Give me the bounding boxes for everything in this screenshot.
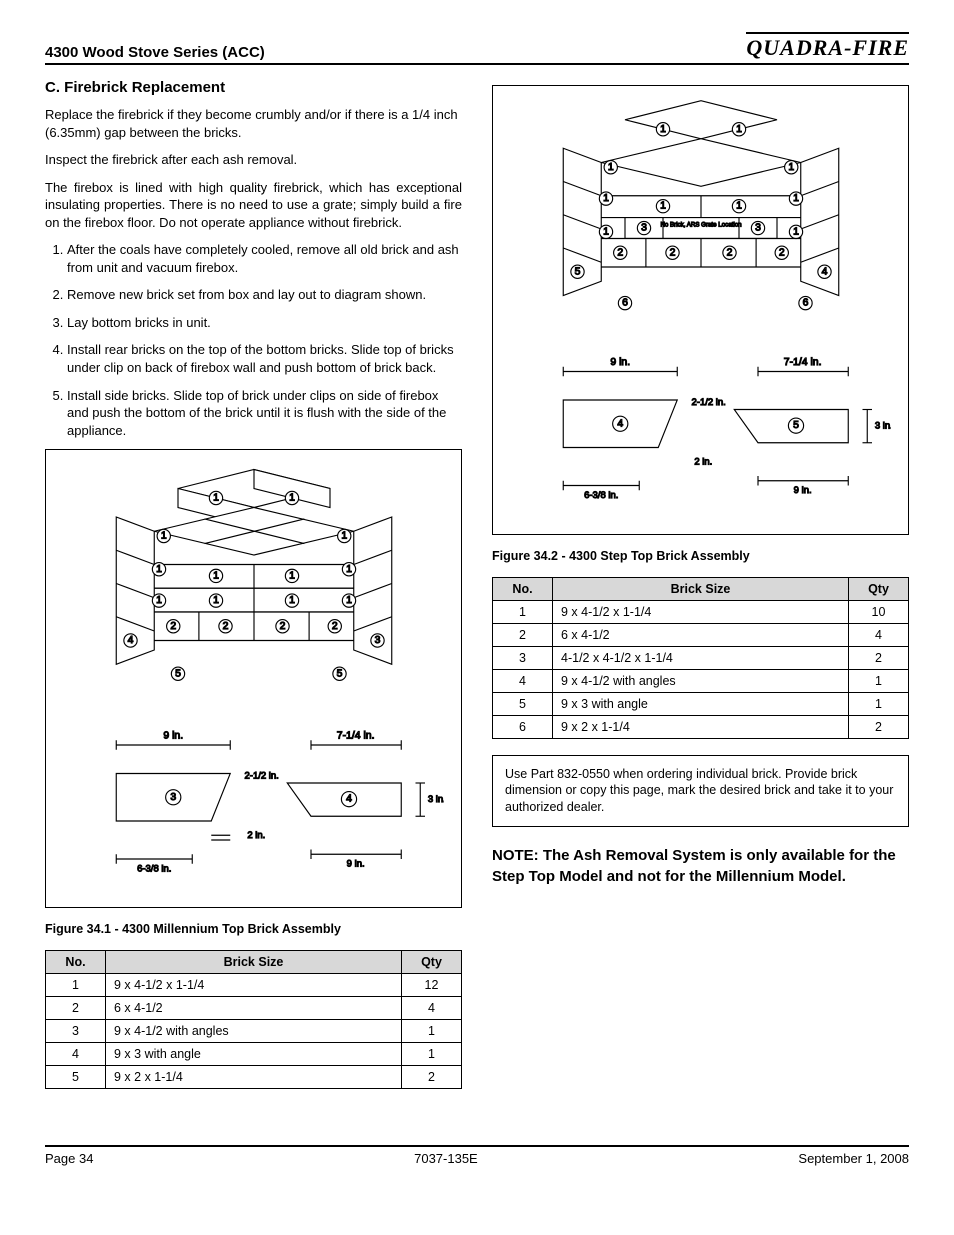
svg-text:2: 2 [617,247,623,258]
svg-text:2: 2 [669,247,675,258]
footer-doc: 7037-135E [414,1151,478,1166]
svg-text:1: 1 [603,226,609,237]
svg-text:2-1/2 in.: 2-1/2 in. [244,770,278,781]
svg-text:1: 1 [213,493,219,504]
table-row: 26 x 4-1/24 [46,997,462,1020]
step-item: After the coals have completely cooled, … [67,241,462,276]
svg-text:5: 5 [336,668,342,679]
svg-text:3 in.: 3 in. [427,794,443,805]
table-row: 26 x 4-1/24 [493,623,909,646]
svg-text:1: 1 [156,595,162,606]
svg-text:1: 1 [160,531,166,542]
svg-text:1: 1 [736,124,742,135]
svg-text:7-1/4 in.: 7-1/4 in. [336,731,374,742]
diagram-34-2: 1 1 1 1 1 1 1 1 3 No Brick, ARS Grate Lo… [511,96,891,524]
svg-text:2-1/2 in.: 2-1/2 in. [691,397,725,408]
svg-text:4: 4 [346,794,352,805]
table-row: 59 x 3 with angle1 [493,692,909,715]
svg-text:1: 1 [793,226,799,237]
svg-text:1: 1 [341,531,347,542]
svg-text:4: 4 [617,418,623,429]
svg-text:4: 4 [127,635,133,646]
footer-page: Page 34 [45,1151,93,1166]
svg-text:1: 1 [289,595,295,606]
steps-list: After the coals have completely cooled, … [45,241,462,439]
svg-text:6-3/8 in.: 6-3/8 in. [137,864,171,875]
table-row: 59 x 2 x 1-1/42 [46,1066,462,1089]
svg-text:5: 5 [175,668,181,679]
table-row: 34-1/2 x 4-1/2 x 1-1/42 [493,646,909,669]
svg-text:9 in.: 9 in. [793,485,811,496]
svg-text:2: 2 [331,621,337,632]
svg-text:6: 6 [622,298,628,309]
doc-title: 4300 Wood Stove Series (ACC) [45,44,265,61]
diagram-34-1: 1 1 1 1 1 1 1 1 1 1 1 1 4 2 2 [64,460,444,897]
table-row: 39 x 4-1/2 with angles1 [46,1020,462,1043]
svg-text:5: 5 [793,420,799,431]
para-2: Inspect the firebrick after each ash rem… [45,151,462,169]
step-item: Lay bottom bricks in unit. [67,314,462,332]
svg-text:1: 1 [788,162,794,173]
svg-text:1: 1 [793,193,799,204]
svg-text:3: 3 [170,792,176,803]
svg-text:5: 5 [574,266,580,277]
table-row: 19 x 4-1/2 x 1-1/412 [46,974,462,997]
part-note: Use Part 832-0550 when ordering individu… [492,755,909,828]
step-item: Remove new brick set from box and lay ou… [67,286,462,304]
figure-34-2-caption: Figure 34.2 - 4300 Step Top Brick Assemb… [492,549,909,563]
svg-text:6-3/8 in.: 6-3/8 in. [584,490,618,501]
svg-text:2: 2 [279,621,285,632]
svg-text:1: 1 [213,595,219,606]
svg-text:2: 2 [778,247,784,258]
para-1: Replace the firebrick if they become cru… [45,106,462,141]
svg-text:1: 1 [289,571,295,582]
svg-text:2 in.: 2 in. [694,457,712,468]
ash-removal-note: NOTE: The Ash Removal System is only ava… [492,845,909,887]
svg-text:1: 1 [156,564,162,575]
svg-text:3 in.: 3 in. [874,421,890,432]
svg-text:4: 4 [821,266,827,277]
table-34-1: No. Brick Size Qty 19 x 4-1/2 x 1-1/4122… [45,950,462,1089]
svg-text:2: 2 [222,621,228,632]
section-heading: C. Firebrick Replacement [45,79,462,96]
table-row: 69 x 2 x 1-1/42 [493,715,909,738]
svg-text:7-1/4 in.: 7-1/4 in. [783,357,821,368]
svg-text:3: 3 [641,223,647,234]
svg-text:No Brick, ARS Grate Location: No Brick, ARS Grate Location [660,222,742,229]
para-3: The firebox is lined with high quality f… [45,179,462,232]
step-item: Install rear bricks on the top of the bo… [67,341,462,376]
svg-text:3: 3 [755,223,761,234]
figure-34-2: 1 1 1 1 1 1 1 1 3 No Brick, ARS Grate Lo… [492,85,909,535]
svg-text:1: 1 [346,564,352,575]
table-row: 19 x 4-1/2 x 1-1/410 [493,600,909,623]
svg-text:1: 1 [607,162,613,173]
svg-text:1: 1 [289,493,295,504]
svg-text:9 in.: 9 in. [163,731,183,742]
svg-text:2: 2 [726,247,732,258]
page-footer: Page 34 7037-135E September 1, 2008 [45,1145,909,1166]
svg-text:3: 3 [374,635,380,646]
svg-text:1: 1 [603,193,609,204]
svg-text:1: 1 [660,124,666,135]
figure-34-1: 1 1 1 1 1 1 1 1 1 1 1 1 4 2 2 [45,449,462,908]
footer-date: September 1, 2008 [798,1151,909,1166]
table-34-2: No. Brick Size Qty 19 x 4-1/2 x 1-1/4102… [492,577,909,739]
svg-text:1: 1 [213,571,219,582]
svg-text:9 in.: 9 in. [346,859,364,870]
svg-text:6: 6 [802,298,808,309]
brand-logo: Quadra-Fire [746,35,909,61]
svg-text:2 in.: 2 in. [247,830,265,841]
svg-text:1: 1 [346,595,352,606]
figure-34-1-caption: Figure 34.1 - 4300 Millennium Top Brick … [45,922,462,936]
svg-text:1: 1 [660,201,666,212]
step-item: Install side bricks. Slide top of brick … [67,387,462,440]
table-row: 49 x 4-1/2 with angles1 [493,669,909,692]
svg-text:9 in.: 9 in. [610,357,630,368]
table-row: 49 x 3 with angle1 [46,1043,462,1066]
svg-text:2: 2 [170,621,176,632]
svg-text:1: 1 [736,201,742,212]
